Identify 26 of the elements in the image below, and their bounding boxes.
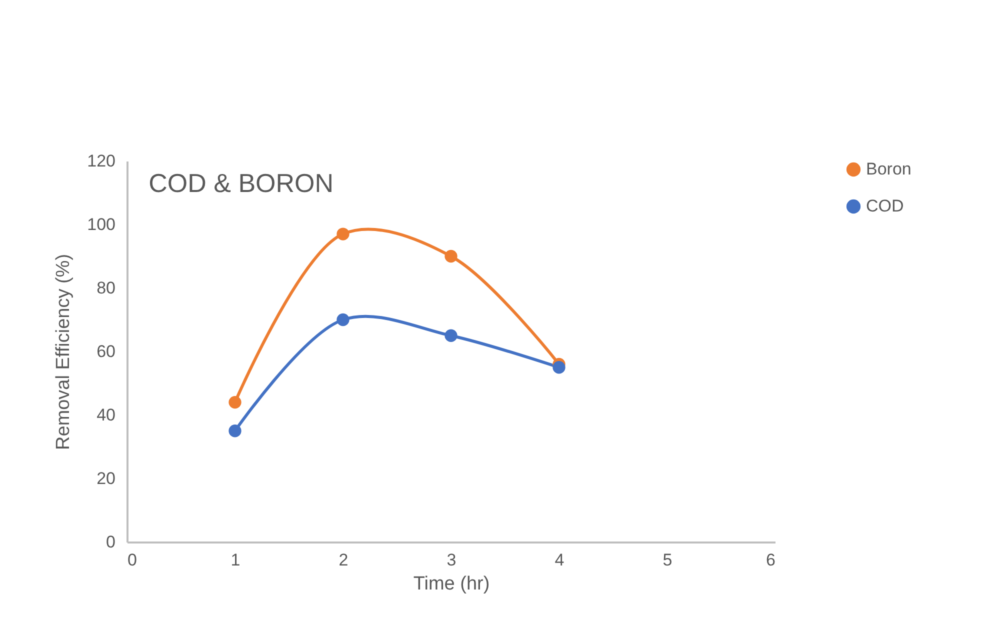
x-tick-label: 6 bbox=[766, 550, 776, 570]
x-tick-label: 2 bbox=[338, 550, 348, 570]
y-tick-label: 100 bbox=[87, 215, 116, 234]
point bbox=[444, 329, 458, 342]
y-tick-label: 120 bbox=[87, 152, 116, 170]
y-axis-title: Removal Efficiency (%) bbox=[53, 254, 74, 450]
y-tick-label: 80 bbox=[96, 278, 116, 298]
x-tick-label: 5 bbox=[662, 550, 672, 570]
point bbox=[336, 228, 350, 240]
x-tick-label: 4 bbox=[554, 550, 564, 570]
y-tick-label: 20 bbox=[96, 469, 116, 488]
x-axis-title: Time (hr) bbox=[413, 574, 490, 594]
y-tick-label: 0 bbox=[106, 532, 116, 552]
y-tick-label: 40 bbox=[96, 406, 116, 424]
point bbox=[228, 424, 242, 438]
point bbox=[552, 361, 566, 374]
x-tick-label: 1 bbox=[230, 550, 240, 570]
legend-label: COD bbox=[866, 196, 904, 216]
x-tick-label: 0 bbox=[128, 550, 137, 570]
x-tick-label: 3 bbox=[446, 550, 456, 570]
y-tick-label: 60 bbox=[96, 342, 116, 361]
point bbox=[336, 313, 350, 326]
chart-title: COD & BORON bbox=[148, 168, 334, 198]
point bbox=[228, 396, 242, 409]
point bbox=[444, 250, 458, 263]
legend-label: Boron bbox=[866, 160, 912, 178]
